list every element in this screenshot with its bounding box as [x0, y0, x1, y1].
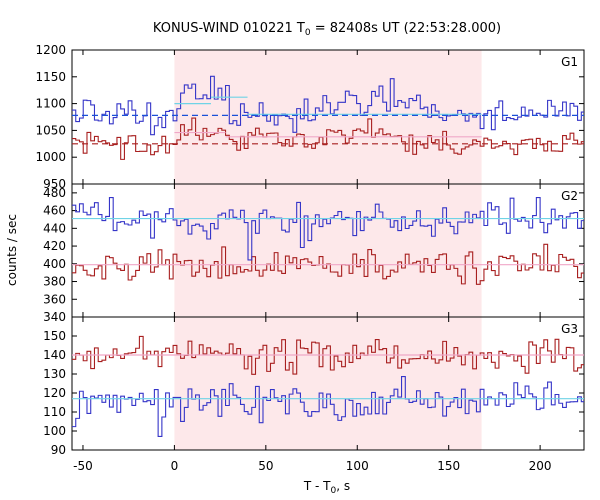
y-tick-label: 360	[43, 292, 66, 306]
x-tick-labels: -50 0 50 100 150 200	[73, 459, 551, 473]
y-tick-label: 400	[43, 257, 66, 271]
chart-title: KONUS-WIND 010221 T0 = 82408s UT (22:53:…	[153, 21, 501, 38]
x-tick-label: 50	[258, 459, 273, 473]
y-tick-label: 150	[43, 329, 66, 343]
series-red-lightcurve	[72, 335, 584, 375]
y-tick-label: 380	[43, 275, 66, 289]
x-tick-label: 100	[346, 459, 369, 473]
x-axis-label: T - T0, s	[303, 479, 350, 496]
x-tick-label: 0	[171, 459, 179, 473]
y-tick-label: 1000	[35, 150, 66, 164]
y-axis-label: counts / sec	[5, 214, 19, 286]
x-tick-label: 150	[437, 459, 460, 473]
y-tick-label: 420	[43, 239, 66, 253]
y-tick-label: 440	[43, 221, 66, 235]
y-tick-label: 1150	[35, 70, 66, 84]
x-tick-label: 200	[529, 459, 552, 473]
series-blue-lightcurve	[72, 196, 584, 261]
panels-layer: 950 1000 1050 1100 1150 1200 G1 340 360 380 400 420…	[35, 43, 585, 457]
y-tick-label: 340	[43, 310, 66, 324]
y-tick-label: 1050	[35, 123, 66, 137]
y-tick-label: 110	[43, 405, 66, 419]
panel-label: G3	[561, 322, 578, 336]
series-red-lightcurve	[72, 117, 584, 160]
panel-g3: 90 100 110 120 130 140 150 G3	[43, 316, 585, 457]
y-tick-label: 100	[43, 424, 66, 438]
panel-g1: 950 1000 1050 1100 1150 1200 G1	[35, 43, 585, 191]
panel-frame	[71, 316, 585, 451]
x-tick-label: -50	[73, 459, 93, 473]
y-tick-label: 1200	[35, 43, 66, 57]
y-tick-label: 120	[43, 386, 66, 400]
series-blue-lightcurve	[72, 75, 584, 136]
y-tick-label: 140	[43, 348, 66, 362]
y-tick-label: 480	[43, 186, 66, 200]
y-tick-label: 90	[51, 443, 66, 457]
y-tick-label: 1100	[35, 97, 66, 111]
y-tick-label: 460	[43, 204, 66, 218]
y-tick-label: 130	[43, 367, 66, 381]
panel-label: G1	[561, 55, 578, 69]
y-tick-label: 950	[43, 177, 66, 191]
panel-label: G2	[561, 189, 578, 203]
